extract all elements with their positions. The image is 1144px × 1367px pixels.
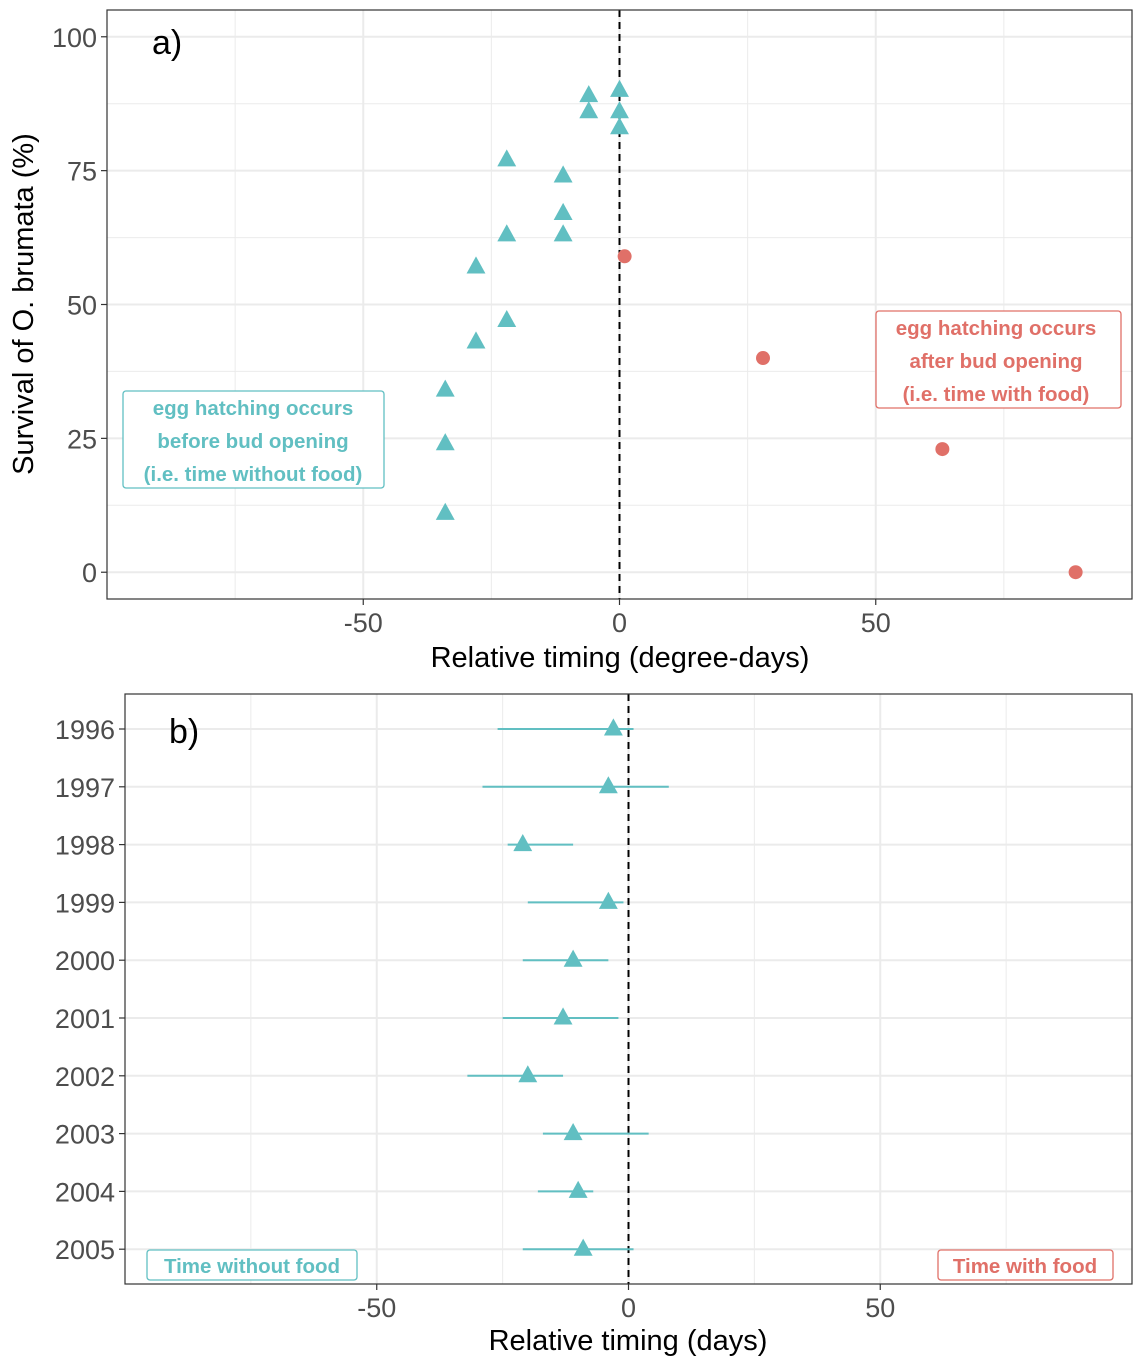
panel-a-triangle-point	[435, 433, 455, 451]
panel-a-triangle-point	[610, 101, 629, 119]
annotation-with-food-box	[875, 310, 1122, 409]
panel-a-triangle-point	[553, 202, 573, 220]
annotation-with-food-line2: after bud opening	[909, 350, 1082, 373]
panel-a-triangle-point	[466, 256, 486, 274]
panel-a-triangle-point	[435, 379, 455, 397]
panel-b-triangle-point	[563, 949, 583, 967]
panel-b-x-tick-label: -50	[357, 1293, 396, 1323]
panel-b-y-tick-label: 2005	[55, 1235, 115, 1265]
panel-a-triangle-point	[553, 224, 573, 242]
panel-b-x-tick-label: 0	[621, 1293, 636, 1323]
panel-b-y-tick-label: 1996	[55, 715, 115, 745]
annotation-time-without-food: Time without food	[146, 1249, 358, 1281]
panel-b-x-ticks: -50 0 50	[357, 1284, 895, 1323]
panel-b-triangle-point	[598, 891, 618, 909]
panel-b-y-ticks: 1996 1997 1998 1999 2000 2001 2002 2003 2004 2005	[55, 715, 125, 1265]
panel-a-x-tick-label: 0	[612, 608, 627, 638]
panel-a-triangle-point	[553, 165, 573, 183]
panel-a-triangle-point	[435, 502, 455, 520]
annotation-without-food: egg hatching occurs before bud opening (…	[122, 390, 385, 489]
panel-a-triangle-point	[610, 79, 629, 97]
panel-b-error-bars	[467, 718, 669, 1256]
annotation-without-food-line3: (i.e. time without food)	[144, 463, 363, 486]
panel-a-label: a)	[152, 24, 182, 62]
panel-b-triangle-point	[573, 1238, 593, 1256]
panel-a-triangle-point	[579, 101, 599, 119]
panel-a-triangle-point	[579, 85, 599, 103]
panel-b-y-tick-label: 2003	[55, 1120, 115, 1150]
annotation-without-food-box	[122, 390, 385, 489]
panel-a-x-tick-label: 50	[861, 608, 891, 638]
panel-a-y-tick-label: 0	[82, 558, 97, 588]
annotation-without-food-line1: egg hatching occurs	[153, 397, 353, 420]
annotation-time-with-food-box	[937, 1249, 1114, 1281]
annotation-with-food: egg hatching occurs after bud opening (i…	[875, 310, 1122, 409]
annotation-time-with-food: Time with food	[937, 1249, 1114, 1281]
panel-b-triangle-point	[563, 1122, 583, 1141]
panel-a-x-ticks: -50 0 50	[344, 599, 891, 638]
panel-a-x-tick-label: -50	[344, 608, 383, 638]
panel-b-label: b)	[169, 713, 199, 751]
panel-a: 0 25 50 75 100 -50 0 50 a) Relative timing (de…	[8, 9, 1133, 674]
panel-a-triangle-point	[466, 331, 486, 349]
panel-b-x-axis-label: Relative timing (days)	[489, 1325, 768, 1357]
panel-b-y-tick-label: 2001	[55, 1004, 115, 1034]
panel-a-circle-point	[756, 351, 770, 366]
annotation-with-food-line1: egg hatching occurs	[896, 317, 1096, 340]
panel-b-triangle-point	[518, 1065, 538, 1083]
panel-a-triangle-point	[497, 224, 517, 242]
panel-b-triangle-point	[553, 1007, 573, 1025]
panel-b-y-tick-label: 2002	[55, 1062, 115, 1092]
panel-a-triangle-point	[497, 309, 517, 328]
panel-a-circle-point	[617, 249, 632, 264]
panel-a-x-axis-label: Relative timing (degree-days)	[431, 642, 810, 674]
annotation-time-without-food-text: Time without food	[164, 1255, 340, 1278]
panel-a-circle-point	[1068, 565, 1083, 580]
panel-b-triangle-point	[513, 833, 533, 852]
panel-b-y-tick-label: 1997	[55, 773, 115, 803]
panel-b-y-tick-label: 2000	[55, 946, 115, 976]
panel-b-triangle-point	[568, 1180, 588, 1198]
panel-b-triangle-point	[598, 776, 618, 794]
panel-b-x-tick-label: 50	[865, 1293, 895, 1323]
panel-a-y-tick-label: 50	[67, 291, 97, 321]
panel-b-y-tick-label: 2004	[55, 1177, 115, 1207]
panel-a-y-axis-label: Survival of O. brumata (%)	[8, 133, 40, 475]
panel-a-y-tick-label: 100	[52, 23, 97, 53]
panel-a-y-ticks: 0 25 50 75 100	[52, 23, 107, 588]
panel-b-triangle-point	[603, 718, 623, 736]
annotation-with-food-line3: (i.e. time with food)	[903, 383, 1090, 406]
panel-a-y-tick-label: 75	[67, 157, 97, 187]
panel-b-y-tick-label: 1999	[55, 888, 115, 918]
panel-a-circle-point	[935, 442, 950, 457]
panel-a-triangle-point	[497, 149, 517, 167]
panel-a-y-tick-label: 25	[67, 424, 97, 454]
annotation-time-with-food-text: Time with food	[953, 1255, 1097, 1278]
panel-a-triangle-point	[610, 117, 629, 135]
panel-b: 1996 1997 1998 1999 2000 2001 2002 2003 2004 2005…	[55, 693, 1133, 1357]
panel-a-points	[435, 79, 1083, 580]
panel-b-y-tick-label: 1998	[55, 831, 115, 861]
annotation-without-food-line2: before bud opening	[157, 430, 348, 453]
annotation-time-without-food-box	[146, 1249, 358, 1281]
